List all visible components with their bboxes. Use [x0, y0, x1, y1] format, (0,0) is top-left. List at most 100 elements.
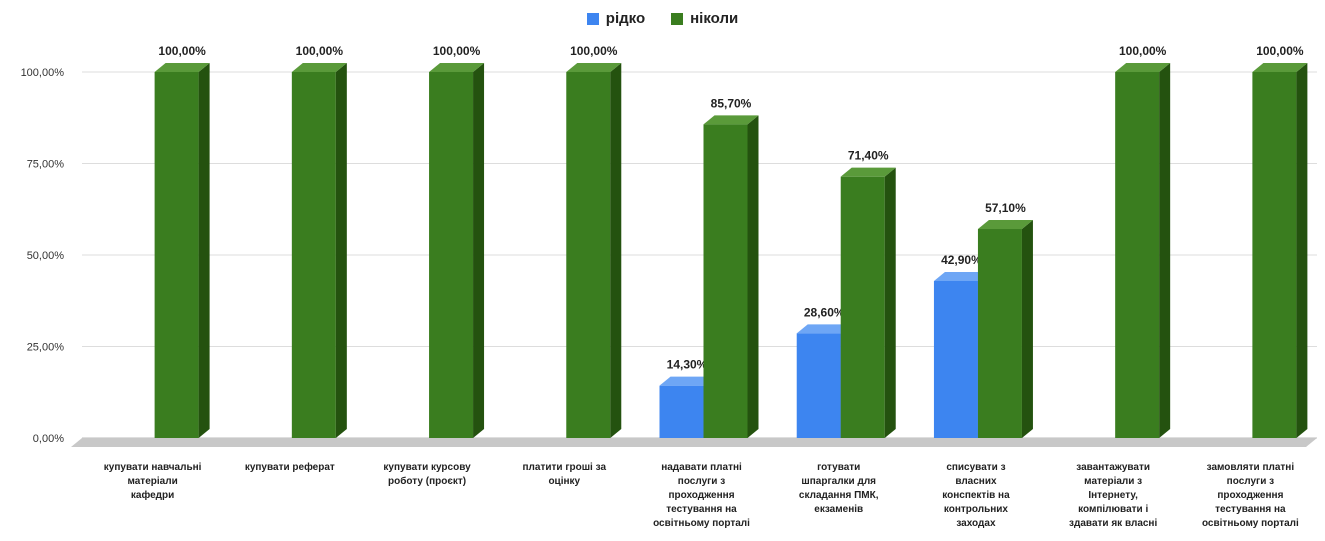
bar-ніколи: [977, 220, 1033, 438]
x-tick-label-line: завантажувати: [1076, 462, 1150, 473]
x-tick-label: надавати платні послуги з проходження тесту…: [653, 462, 750, 529]
x-tick-label-line: оцінку: [548, 476, 580, 487]
bar-top: [659, 376, 715, 386]
bar-top: [933, 271, 989, 281]
x-tick-label-line: власних: [955, 476, 997, 487]
x-tick-label: замовляти платні послуги з проходження тест…: [1202, 462, 1299, 529]
x-tick-label: купувати реферат: [245, 461, 335, 473]
x-tick-label-line: екзаменів: [814, 504, 863, 515]
x-tick-label-line: кафедри: [131, 489, 174, 501]
bar-top: [566, 63, 622, 72]
y-tick-label: 75,00%: [27, 159, 65, 171]
bar-front: [703, 124, 748, 438]
bar-front: [429, 72, 474, 438]
data-label: 71,40%: [848, 149, 889, 163]
bar-side: [473, 63, 485, 438]
data-label: 28,60%: [804, 305, 845, 319]
bar-top: [1115, 63, 1171, 72]
bar-top: [1252, 63, 1308, 72]
data-label: 100,00%: [1119, 44, 1167, 58]
legend-item-nikoly[interactable]: ніколи: [671, 10, 738, 27]
x-tick-label-line: послуги з: [1227, 476, 1274, 487]
bar-front: [796, 333, 841, 438]
x-tick-label: платити гроші за оцінку: [523, 462, 607, 487]
bar-side: [610, 63, 622, 438]
chart-floor: [71, 438, 1317, 447]
x-tick-label-line: матеріали з: [1084, 476, 1142, 487]
legend-item-ridko[interactable]: рідко: [586, 10, 646, 27]
data-label: 100,00%: [296, 44, 344, 58]
bar-front: [933, 280, 978, 438]
x-tick-label-line: проходження: [668, 490, 734, 501]
bar-top: [291, 63, 347, 72]
legend-swatch-nikoly: [671, 12, 684, 25]
chart-legend: рідко ніколи: [0, 10, 1325, 27]
bar-ніколи: [1252, 63, 1308, 438]
x-tick-label-line: купувати реферат: [245, 461, 335, 473]
x-tick-label-line: списувати з: [946, 462, 1005, 473]
x-tick-label-line: освітньому порталі: [653, 518, 750, 529]
data-label: 100,00%: [1256, 44, 1304, 58]
bar-side: [1159, 63, 1171, 438]
bar-front: [291, 72, 336, 438]
bar-ніколи: [840, 167, 896, 438]
x-tick-label-line: замовляти платні: [1207, 462, 1295, 473]
bar-front: [840, 176, 885, 438]
x-tick-label-line: тестування на: [1215, 504, 1286, 515]
bar-front: [1252, 72, 1297, 438]
x-tick-label-line: здавати як власні: [1069, 518, 1157, 529]
bar-side: [1296, 63, 1308, 438]
bar-side: [198, 63, 210, 438]
x-tick-label-line: купувати навчальні: [104, 462, 202, 473]
bar-top: [703, 115, 759, 125]
bar-front: [977, 229, 1022, 438]
data-label: 100,00%: [158, 44, 206, 58]
x-tick-label-line: послуги з: [678, 476, 725, 487]
x-tick-label-line: Інтернету,: [1088, 490, 1138, 501]
x-tick-label-line: компілювати і: [1078, 504, 1148, 515]
bar-top: [429, 63, 485, 72]
x-tick-label: готувати шпаргалки для складання ПМК, екзам…: [799, 462, 879, 515]
bar-front: [1115, 72, 1160, 438]
bar-top: [796, 324, 852, 334]
x-tick-label: списувати з власних конспектів на контрольн…: [942, 462, 1010, 529]
x-tick-label-line: шпаргалки для: [801, 476, 876, 487]
data-label: 14,30%: [667, 358, 708, 372]
x-tick-label-line: заходах: [956, 518, 996, 529]
x-tick-label-line: освітньому порталі: [1202, 518, 1299, 529]
legend-swatch-ridko: [586, 12, 599, 25]
data-label: 100,00%: [433, 44, 481, 58]
bar-top: [840, 167, 896, 177]
y-tick-label: 100,00%: [21, 67, 65, 79]
data-label: 85,70%: [711, 96, 752, 110]
x-tick-label-line: готувати: [817, 462, 860, 473]
x-tick-label: купувати навчальні матеріали кафедри: [104, 462, 202, 501]
x-tick-label: купувати курсову роботу (проєкт): [383, 462, 471, 487]
bar-side: [747, 115, 759, 438]
y-tick-label: 0,00%: [33, 433, 64, 445]
x-tick-label-line: складання ПМК,: [799, 490, 879, 501]
y-tick-label: 25,00%: [27, 342, 65, 354]
x-tick-label-line: конспектів на: [942, 490, 1010, 501]
bar-front: [566, 72, 611, 438]
x-tick-label-line: купувати курсову: [383, 462, 471, 473]
bar-side: [1021, 220, 1033, 438]
x-tick-label-line: проходження: [1217, 490, 1283, 501]
bar-side: [884, 167, 896, 438]
legend-label-nikoly: ніколи: [690, 10, 739, 27]
x-tick-label-line: матеріали: [127, 476, 177, 487]
bar-top: [977, 220, 1033, 230]
data-label: 100,00%: [570, 44, 618, 58]
x-tick-label-line: контрольних: [944, 504, 1009, 515]
x-tick-label-line: тестування на: [666, 504, 737, 515]
bar-front: [659, 385, 704, 438]
x-tick-label-line: роботу (проєкт): [388, 475, 466, 487]
bar-ніколи: [154, 63, 210, 438]
y-tick-label: 50,00%: [27, 250, 65, 262]
x-tick-label: завантажувати матеріали з Інтернету, компіл…: [1069, 462, 1157, 529]
legend-label-ridko: рідко: [605, 10, 646, 27]
data-label: 42,90%: [941, 253, 982, 267]
bar-ніколи: [291, 63, 347, 438]
bar-side: [335, 63, 347, 438]
